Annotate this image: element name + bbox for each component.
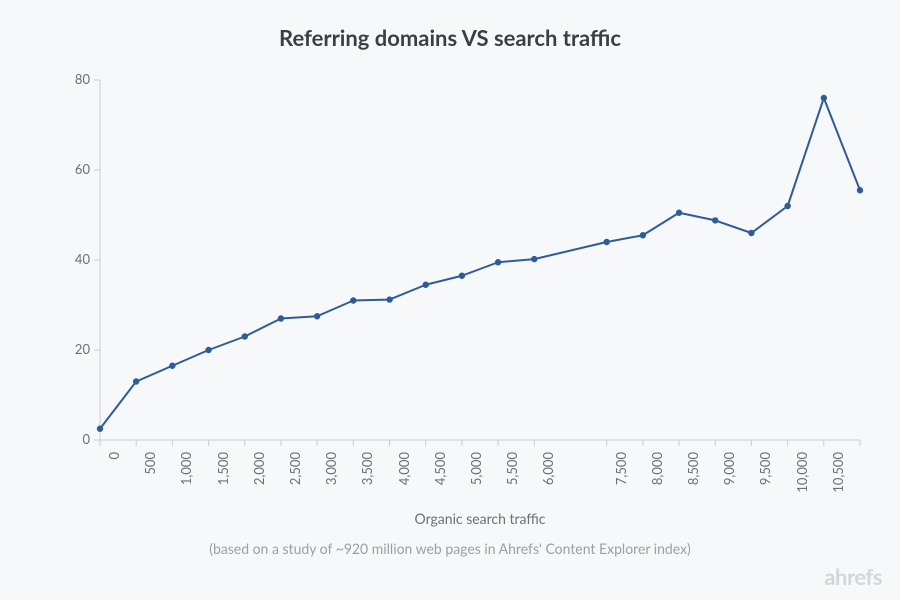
- y-tick-label: 0: [50, 431, 90, 447]
- x-tick-label: 10,500: [830, 452, 846, 512]
- x-tick-label: 10,000: [794, 452, 810, 512]
- x-tick-label: 2,500: [287, 452, 303, 512]
- brand-watermark: ahrefs: [824, 563, 882, 590]
- x-tick-label: 1,000: [178, 452, 194, 512]
- x-tick-label: 8,500: [685, 452, 701, 512]
- x-tick-label: 6,000: [540, 452, 556, 512]
- x-tick-label: 4,000: [396, 452, 412, 512]
- x-tick-label: 5,000: [468, 452, 484, 512]
- y-tick-label: 60: [50, 161, 90, 177]
- y-tick-label: 20: [50, 341, 90, 357]
- chart-subtitle: (based on a study of ~920 million web pa…: [0, 540, 900, 557]
- x-tick-label: 7,500: [613, 452, 629, 512]
- x-tick-label: 8,000: [649, 452, 665, 512]
- x-tick-label: 3,500: [359, 452, 375, 512]
- x-tick-label: 4,500: [432, 452, 448, 512]
- x-tick-label: 1,500: [215, 452, 231, 512]
- y-tick-label: 40: [50, 251, 90, 267]
- x-tick-label: 0: [106, 452, 122, 512]
- x-tick-label: 9,000: [721, 452, 737, 512]
- x-tick-label: 2,000: [251, 452, 267, 512]
- x-tick-label: 5,500: [504, 452, 520, 512]
- y-tick-label: 80: [50, 71, 90, 87]
- chart-container: Referring domains VS search traffic Aver…: [0, 0, 900, 600]
- x-tick-label: 500: [142, 452, 158, 512]
- x-tick-label: 9,500: [757, 452, 773, 512]
- x-tick-label: 3,000: [323, 452, 339, 512]
